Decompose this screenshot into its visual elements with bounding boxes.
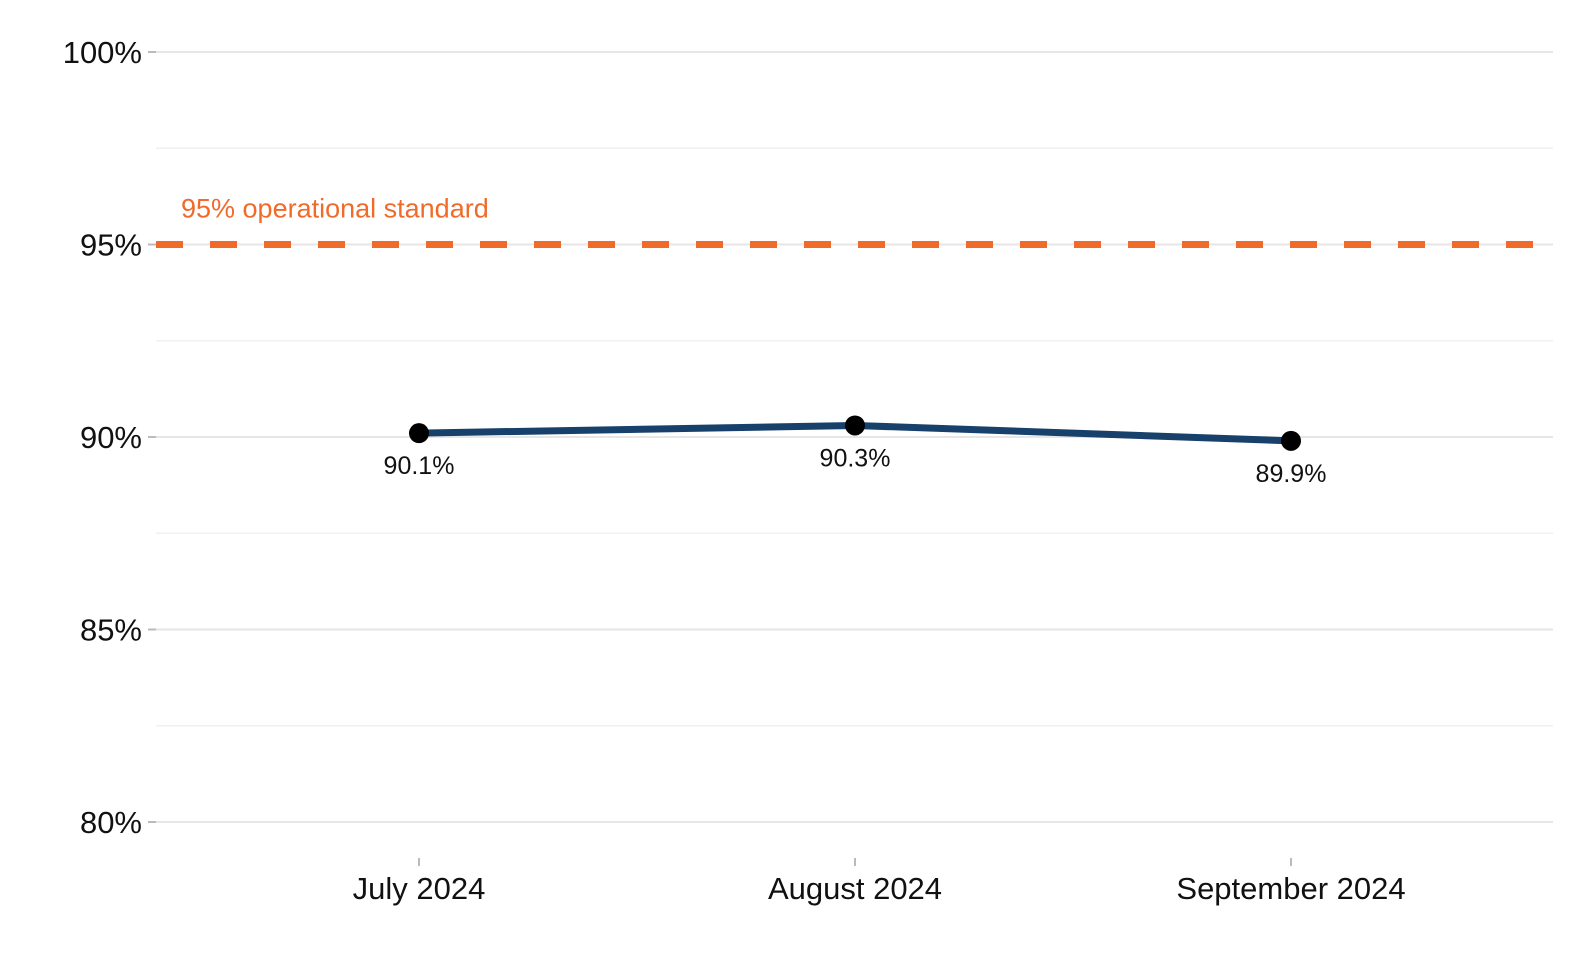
- x-tick-label: September 2024: [1176, 871, 1405, 906]
- y-axis: 80% 85% 90% 95% 100%: [63, 35, 156, 840]
- x-tick-label: July 2024: [353, 871, 486, 906]
- data-label: 89.9%: [1256, 460, 1327, 488]
- data-point: [409, 423, 429, 444]
- y-tick-label: 90%: [80, 420, 142, 455]
- reference-line-label: 95% operational standard: [181, 194, 489, 224]
- x-tick-label: August 2024: [768, 871, 942, 906]
- series: 90.1% 90.3% 89.9%: [384, 415, 1327, 488]
- y-tick-label: 80%: [80, 805, 142, 840]
- reference-line-group: 95% operational standard: [156, 194, 1553, 248]
- data-label: 90.3%: [820, 444, 891, 472]
- data-point: [845, 415, 865, 436]
- y-tick-label: 85%: [80, 613, 142, 648]
- data-label: 90.1%: [384, 452, 455, 480]
- y-tick-label: 95%: [80, 228, 142, 263]
- data-point: [1281, 430, 1301, 451]
- y-tick-label: 100%: [63, 35, 142, 70]
- grid-lines: [156, 51, 1553, 823]
- x-axis: July 2024 August 2024 September 2024: [353, 858, 1406, 906]
